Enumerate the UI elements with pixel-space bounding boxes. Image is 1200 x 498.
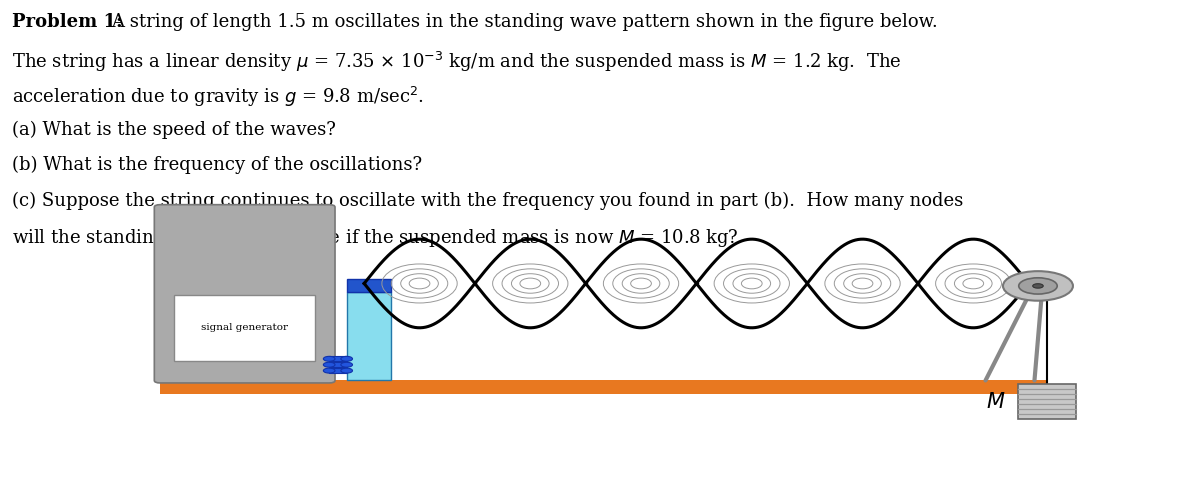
Bar <box>329 357 347 361</box>
Text: $M$: $M$ <box>986 391 1006 412</box>
Bar <box>329 368 347 373</box>
Bar <box>347 278 391 292</box>
Bar <box>160 380 1046 394</box>
Circle shape <box>1033 284 1043 288</box>
Bar <box>174 295 316 361</box>
Circle shape <box>341 357 353 361</box>
Text: Problem 1:: Problem 1: <box>12 12 122 30</box>
Bar <box>347 292 391 380</box>
Circle shape <box>323 357 335 361</box>
Circle shape <box>341 362 353 367</box>
Bar <box>329 362 347 367</box>
Circle shape <box>1003 271 1073 301</box>
Text: acceleration due to gravity is $g$ = 9.8 m/sec$^2$.: acceleration due to gravity is $g$ = 9.8… <box>12 85 424 109</box>
Text: A string of length 1.5 m oscillates in the standing wave pattern shown in the fi: A string of length 1.5 m oscillates in t… <box>112 12 938 30</box>
Circle shape <box>341 368 353 373</box>
Circle shape <box>323 368 335 373</box>
Bar <box>1018 384 1076 419</box>
Text: (c) Suppose the string continues to oscillate with the frequency you found in pa: (c) Suppose the string continues to osci… <box>12 191 964 210</box>
Text: The string has a linear density $\mu$ = 7.35 $\times$ 10$^{-3}$ kg/m and the sus: The string has a linear density $\mu$ = … <box>12 50 901 74</box>
FancyBboxPatch shape <box>155 205 335 383</box>
Text: (b) What is the frequency of the oscillations?: (b) What is the frequency of the oscilla… <box>12 156 422 174</box>
Text: (a) What is the speed of the waves?: (a) What is the speed of the waves? <box>12 121 336 139</box>
Text: will the standing wave pattern have if the suspended mass is now $M$ = 10.8 kg?: will the standing wave pattern have if t… <box>12 227 739 249</box>
Text: signal generator: signal generator <box>202 323 288 332</box>
Circle shape <box>1019 278 1057 294</box>
Circle shape <box>323 362 335 367</box>
